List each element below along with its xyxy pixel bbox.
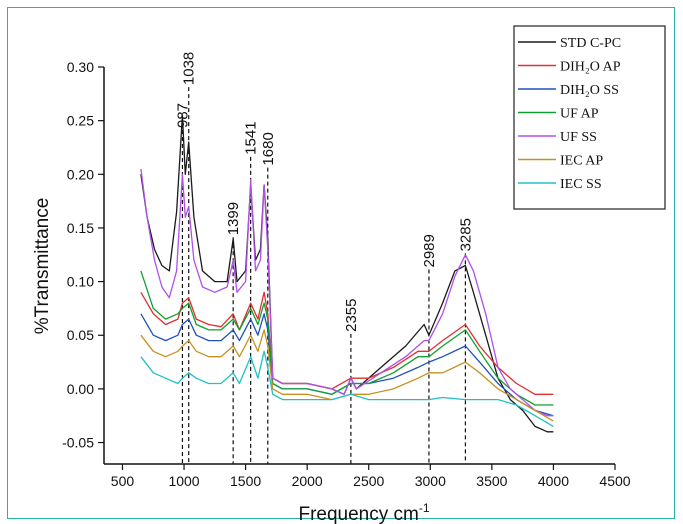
peak-label: 1399: [225, 202, 242, 235]
peak-label: 3285: [457, 218, 474, 251]
series-line: [140, 168, 554, 417]
y-tick-label: 0.10: [67, 274, 94, 290]
legend-label: UF AP: [560, 107, 599, 122]
legend-label: STD C-PC: [560, 36, 621, 51]
legend-items: STD C-PC DIH₂O AP DIH₂O SS UF AP UF SS IEC AP…: [518, 36, 621, 192]
legend-label: IEC AP: [560, 154, 603, 169]
series-line: [140, 350, 554, 427]
peak-label: 2989: [421, 234, 438, 267]
x-axis-title-main: Frequency cm: [298, 504, 418, 524]
series-line: [140, 329, 554, 422]
peak-label: 1038: [181, 52, 198, 85]
y-tick-label: 0.30: [67, 59, 94, 75]
series-line: [140, 114, 554, 433]
legend: STD C-PC DIH₂O AP DIH₂O SS UF AP UF SS IEC AP…: [513, 25, 666, 210]
x-tick-label: 2000: [292, 473, 323, 489]
legend-label: IEC SS: [560, 177, 602, 192]
y-tick-label: -0.05: [62, 435, 94, 451]
x-tick-label: 4000: [538, 473, 569, 489]
y-tick-label: 0.25: [67, 113, 94, 129]
x-axis-title: Frequency cm-1: [298, 501, 429, 524]
x-tick-label: 1000: [168, 473, 199, 489]
x-ticks: 500 1000 1500 2000 2500 3000 3500 4000 4500: [111, 464, 631, 489]
legend-label: DIH₂O AP: [560, 60, 621, 75]
y-ticks: 0.30 0.25 0.20 0.15 0.10 0.05 0.00 -0.05: [62, 59, 104, 451]
y-tick-label: 0.20: [67, 166, 94, 182]
x-axis-title-sup: -1: [419, 501, 430, 515]
legend-label: UF SS: [560, 130, 597, 145]
x-tick-label: 3500: [476, 473, 507, 489]
peak-label: 2355: [343, 299, 360, 332]
peak-label: 1680: [260, 132, 277, 165]
legend-label: DIH₂O SS: [560, 83, 619, 98]
y-tick-label: 0.05: [67, 327, 94, 343]
x-tick-label: 4500: [599, 473, 630, 489]
y-axis-title: %Transmittance: [32, 198, 53, 335]
x-tick-label: 3000: [415, 473, 446, 489]
x-tick-label: 2500: [353, 473, 384, 489]
legend-box: [513, 25, 666, 210]
x-tick-label: 500: [111, 473, 135, 489]
x-tick-label: 1500: [230, 473, 261, 489]
y-tick-label: 0.15: [67, 220, 94, 236]
series-lines: [140, 114, 554, 433]
peak-label: 1541: [243, 121, 260, 154]
y-tick-label: 0.00: [67, 381, 94, 397]
